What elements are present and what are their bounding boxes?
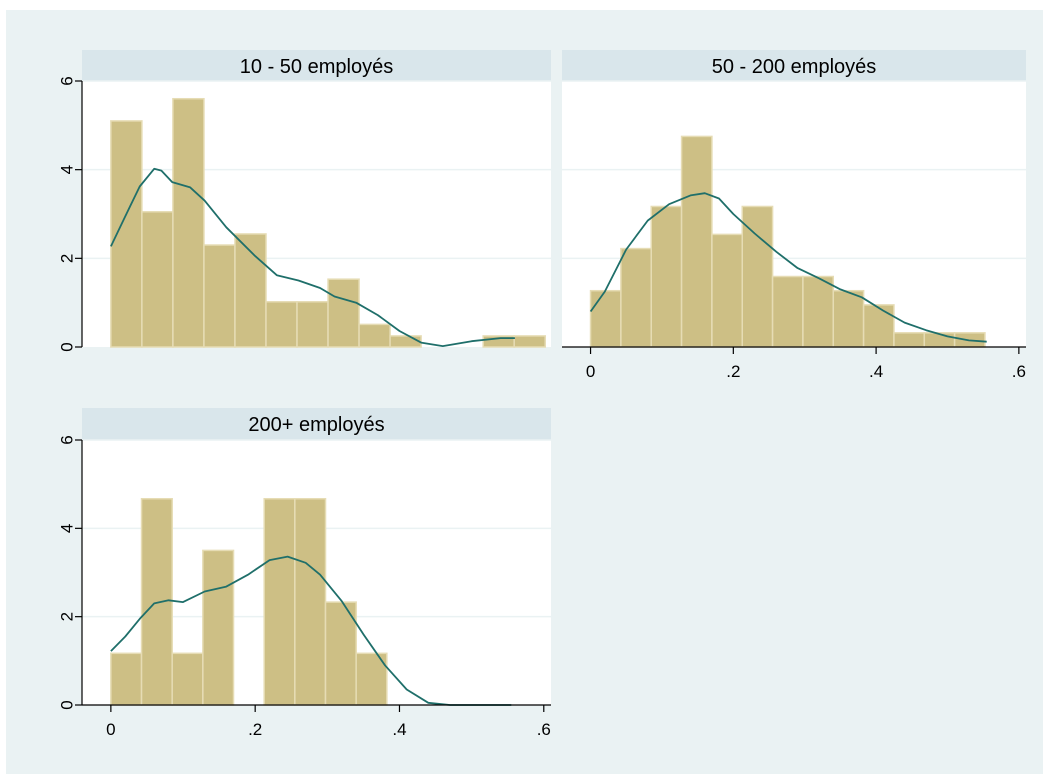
histogram-bar bbox=[389, 335, 422, 348]
density-curve bbox=[589, 192, 987, 343]
histogram-bar bbox=[296, 301, 329, 348]
x-tick-label: .4 bbox=[392, 720, 406, 739]
y-tick-label: 6 bbox=[58, 435, 77, 444]
histogram-panels: 10 - 50 employés 0 2 4 6 50 - 200 employés 0 .2… bbox=[58, 50, 1026, 739]
histogram-bar bbox=[680, 135, 713, 348]
x-tick-label: .4 bbox=[869, 362, 883, 381]
histogram-bar bbox=[263, 497, 296, 706]
histogram-bar bbox=[620, 247, 652, 348]
histogram-bar bbox=[589, 289, 622, 348]
panel-title-strip bbox=[82, 50, 551, 82]
histogram-bar bbox=[265, 301, 298, 348]
panel-title-strip bbox=[562, 50, 1026, 82]
x-tick-label: .2 bbox=[726, 362, 740, 381]
panel-title-strip bbox=[82, 408, 551, 440]
x-tick-label: .6 bbox=[1012, 362, 1026, 381]
histogram-bar bbox=[172, 97, 205, 348]
histogram-bar bbox=[771, 275, 804, 348]
y-tick-label: 4 bbox=[58, 524, 77, 533]
x-tick-label: 0 bbox=[106, 720, 115, 739]
histogram-bar bbox=[650, 205, 683, 348]
histogram-bar bbox=[202, 549, 235, 706]
panel-2: 50 - 200 employés 0 .2 .4 .6 bbox=[562, 50, 1026, 381]
histogram-bar bbox=[513, 335, 546, 348]
x-tick-label: .6 bbox=[537, 720, 551, 739]
histogram-bar bbox=[140, 497, 173, 706]
histogram-bar bbox=[327, 278, 360, 348]
panel-3: 200+ employés 0 2 4 6 0 .2 .4 .6 bbox=[58, 408, 551, 739]
histogram-bar bbox=[171, 652, 204, 706]
density-curve bbox=[110, 555, 512, 706]
x-tick-label: .2 bbox=[248, 720, 262, 739]
panel-title: 10 - 50 employés bbox=[240, 56, 393, 78]
histogram-bar bbox=[358, 323, 391, 348]
histogram-bar bbox=[893, 332, 926, 348]
histogram-bar bbox=[711, 233, 743, 348]
histogram-bar bbox=[110, 120, 143, 348]
histogram-bar bbox=[234, 233, 267, 348]
y-tick-label: 2 bbox=[58, 612, 77, 621]
histogram-bar bbox=[110, 652, 143, 706]
panel-1: 10 - 50 employés 0 2 4 6 bbox=[58, 50, 551, 352]
y-tick-label: 0 bbox=[58, 342, 77, 351]
panel-title: 50 - 200 employés bbox=[712, 56, 877, 78]
histogram-bar bbox=[832, 289, 865, 348]
y-tick-label: 2 bbox=[58, 254, 77, 263]
histogram-bar bbox=[294, 497, 327, 706]
y-tick-label: 6 bbox=[58, 76, 77, 85]
y-tick-label: 4 bbox=[58, 165, 77, 174]
histogram-bar bbox=[324, 601, 357, 706]
histogram-bar bbox=[862, 304, 895, 348]
y-tick-label: 0 bbox=[58, 700, 77, 709]
chart-background: 10 - 50 employés 0 2 4 6 50 - 200 employés 0 .2… bbox=[6, 10, 1043, 774]
panel-title: 200+ employés bbox=[248, 414, 384, 436]
histogram-bar bbox=[141, 211, 174, 348]
x-tick-label: 0 bbox=[586, 362, 595, 381]
histogram-bar bbox=[741, 205, 774, 348]
histogram-bar bbox=[802, 275, 835, 348]
histogram-bar bbox=[203, 244, 236, 348]
density-curve bbox=[110, 167, 515, 348]
